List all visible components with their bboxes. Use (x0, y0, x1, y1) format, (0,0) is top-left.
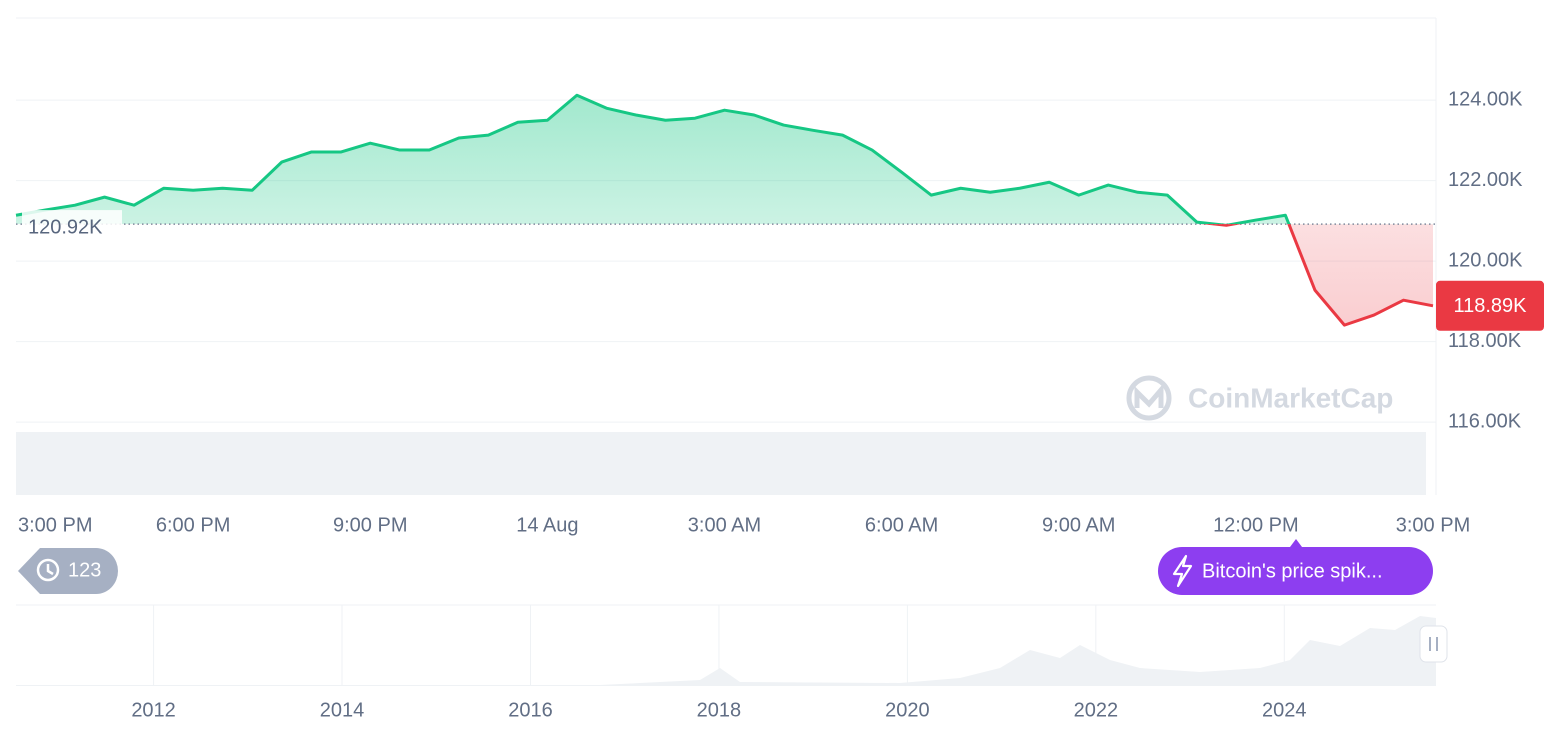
navigator-tick-label: 2022 (1074, 699, 1119, 721)
x-tick-label: 9:00 PM (333, 514, 407, 536)
watermark-text: CoinMarketCap (1188, 382, 1393, 413)
history-count: 123 (68, 559, 101, 581)
reference-label: 120.92K (28, 216, 103, 238)
navigator-area (16, 616, 1436, 686)
x-tick-label: 3:00 PM (1396, 514, 1470, 536)
last-price-bg (1436, 280, 1544, 331)
volume-band (16, 432, 1426, 495)
watermark: CoinMarketCap (1126, 375, 1393, 421)
price-line-up (15, 93, 1291, 225)
news-text: Bitcoin's price spik... (1202, 560, 1383, 582)
area-down (1215, 224, 1433, 326)
y-tick-label: 124.00K (1448, 88, 1523, 110)
y-tick-label: 118.00K (1448, 330, 1522, 352)
x-tick-label: 3:00 AM (688, 514, 761, 536)
navigator-tick-label: 2014 (320, 699, 365, 721)
reference-label-bg (22, 210, 122, 237)
x-tick-label: 12:00 PM (1213, 514, 1299, 536)
x-tick-label: 6:00 PM (156, 514, 230, 536)
history-badge[interactable]: 123 (18, 548, 118, 594)
y-tick-label: 120.00K (1448, 249, 1523, 271)
x-tick-label: 9:00 AM (1042, 514, 1115, 536)
area-up (16, 95, 1433, 225)
navigator-tick-label: 2018 (697, 699, 742, 721)
x-tick-label: 3:00 PM (18, 514, 92, 536)
y-tick-label: 122.00K (1448, 169, 1523, 191)
x-tick-label: 14 Aug (516, 514, 578, 536)
navigator-tick-label: 2024 (1262, 699, 1307, 721)
last-price-label: 118.89K (1453, 295, 1527, 317)
news-badge[interactable]: Bitcoin's price spik... (1158, 539, 1433, 595)
navigator-handle[interactable] (1419, 625, 1448, 663)
navigator-tick-label: 2020 (885, 699, 930, 721)
navigator-tick-label: 2016 (508, 699, 553, 721)
navigator-tick-label: 2012 (131, 699, 176, 721)
x-tick-label: 6:00 AM (865, 514, 938, 536)
y-tick-label: 116.00K (1448, 410, 1522, 432)
